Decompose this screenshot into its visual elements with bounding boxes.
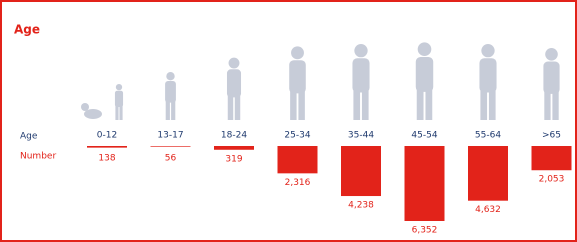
row-label: Age xyxy=(20,132,38,142)
silhouette xyxy=(418,42,432,56)
value-label: 6,352 xyxy=(412,226,438,236)
x-tick-label: 25-34 xyxy=(284,131,310,141)
silhouette xyxy=(289,60,306,93)
silhouette xyxy=(552,91,558,120)
silhouette xyxy=(165,81,176,103)
silhouette xyxy=(166,72,174,80)
silhouette xyxy=(235,95,240,120)
silhouette xyxy=(481,44,494,57)
silhouette xyxy=(417,89,424,120)
silhouette xyxy=(416,57,433,92)
silhouette xyxy=(489,90,496,120)
silhouette xyxy=(115,106,118,120)
value-label: 56 xyxy=(165,154,177,164)
bar xyxy=(341,146,381,196)
x-tick-label: 13-17 xyxy=(157,131,183,141)
chart: Age Age Number 0-12 138 13-17 56 18-24 319 25-… xyxy=(0,0,577,242)
silhouette xyxy=(545,48,558,61)
bar xyxy=(532,146,572,170)
bar xyxy=(278,146,318,173)
silhouette xyxy=(290,91,296,120)
silhouette xyxy=(291,46,304,59)
silhouette xyxy=(354,44,367,57)
silhouette xyxy=(115,91,123,107)
silhouette xyxy=(166,101,170,120)
silhouette xyxy=(228,95,233,120)
x-tick-label: 0-12 xyxy=(97,131,117,141)
silhouette xyxy=(543,62,559,94)
value-label: 2,053 xyxy=(539,175,565,185)
value-label: 2,316 xyxy=(285,178,311,188)
bar xyxy=(214,146,254,150)
silhouette xyxy=(116,84,122,90)
x-tick-label: 35-44 xyxy=(348,131,374,141)
x-tick-label: >65 xyxy=(542,131,561,141)
silhouette xyxy=(119,106,122,120)
silhouette xyxy=(480,90,487,120)
bar xyxy=(468,146,508,201)
silhouette xyxy=(81,103,89,111)
x-tick-label: 55-64 xyxy=(475,131,501,141)
bar xyxy=(405,146,445,221)
bar xyxy=(151,146,191,147)
value-label: 4,238 xyxy=(348,201,374,211)
value-label: 319 xyxy=(225,154,242,164)
silhouette xyxy=(479,58,496,92)
chart-title: Age xyxy=(14,23,40,37)
silhouette xyxy=(298,91,304,120)
value-label: 4,632 xyxy=(475,205,501,215)
silhouette xyxy=(171,101,175,120)
x-tick-label: 45-54 xyxy=(411,131,437,141)
value-label: 138 xyxy=(98,154,115,164)
silhouette xyxy=(352,58,369,92)
silhouette xyxy=(227,69,241,97)
silhouette xyxy=(229,58,240,69)
x-tick-label: 18-24 xyxy=(221,131,247,141)
silhouette xyxy=(353,90,360,120)
bar xyxy=(87,146,127,148)
silhouette xyxy=(362,90,369,120)
row-label: Number xyxy=(20,152,56,162)
silhouette xyxy=(544,91,550,120)
silhouette xyxy=(425,89,432,120)
